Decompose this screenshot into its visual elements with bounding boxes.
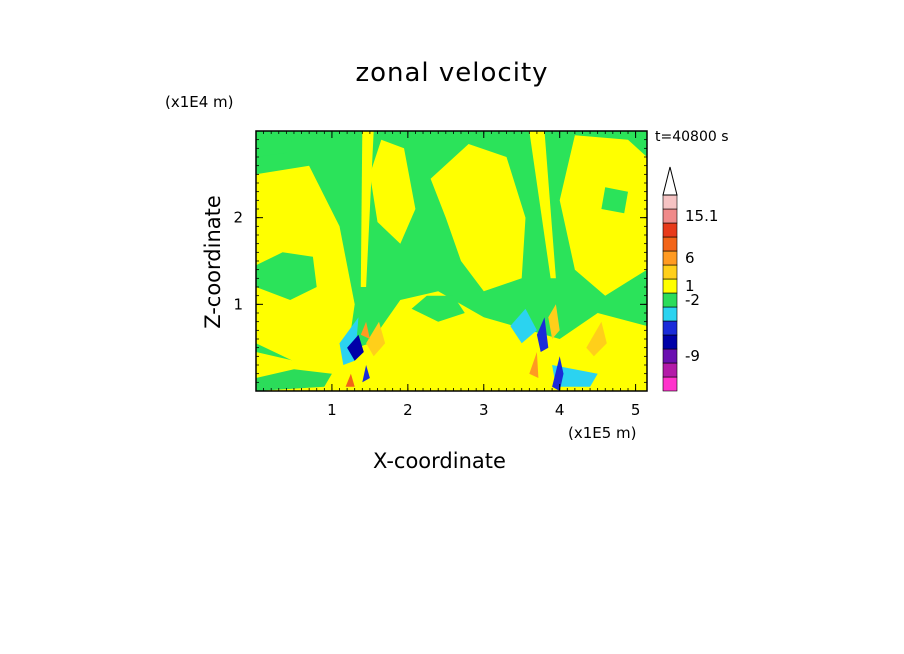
colorbar-tick-label: -2 xyxy=(685,291,700,309)
contour-region xyxy=(366,321,386,357)
colorbar-swatch xyxy=(662,194,678,210)
colorbar-swatch xyxy=(662,306,678,322)
contour-region xyxy=(510,308,537,344)
contour-region xyxy=(369,139,416,244)
axes: 1 2 3 4 5 1 2 xyxy=(233,131,647,419)
contour-region xyxy=(347,334,364,361)
x-axis-unit: (x1E5 m) xyxy=(568,424,637,442)
y-axis-unit: (x1E4 m) xyxy=(165,93,234,111)
colorbar-swatch xyxy=(662,208,678,224)
contour-region xyxy=(552,365,598,387)
contour-region xyxy=(345,373,355,387)
y-tick-label: 2 xyxy=(233,209,243,227)
contour-region xyxy=(536,317,549,352)
contour-region xyxy=(552,356,564,391)
contour-region xyxy=(411,295,465,322)
contour-region xyxy=(430,144,526,292)
colorbar-tick-label: 6 xyxy=(685,249,695,267)
chart-title: zonal velocity xyxy=(355,58,549,88)
colorbar-swatch xyxy=(662,236,678,252)
x-axis-label: X-coordinate xyxy=(373,449,506,473)
contour-region xyxy=(256,291,647,391)
contour-region xyxy=(548,304,560,339)
colorbar-swatch xyxy=(662,264,678,280)
colorbar-tick-label: -9 xyxy=(685,347,700,365)
colorbar-swatch xyxy=(662,292,678,308)
colorbar-swatch xyxy=(662,320,678,336)
x-tick-label: 3 xyxy=(479,401,489,419)
colorbar-swatch xyxy=(662,250,678,266)
colorbar-swatch xyxy=(662,362,678,378)
y-tick-label: 1 xyxy=(233,295,243,313)
contour-region xyxy=(586,321,607,357)
colorbar-swatch xyxy=(662,222,678,238)
colorbar-swatch xyxy=(662,376,678,392)
contour-field xyxy=(256,131,647,391)
contour-region xyxy=(256,131,294,157)
colorbar-swatch xyxy=(662,334,678,350)
contour-region xyxy=(529,352,539,378)
colorbar-swatch xyxy=(662,348,678,364)
colorbar-tick-label: 1 xyxy=(685,277,695,295)
contour-region xyxy=(601,187,628,214)
x-tick-label: 5 xyxy=(631,401,641,419)
contour-region xyxy=(256,252,317,300)
contour-region xyxy=(559,135,647,296)
x-tick-label: 2 xyxy=(403,401,413,419)
colorbar-arrow xyxy=(662,166,678,196)
colorbar-swatch xyxy=(662,278,678,294)
contour-region xyxy=(362,365,370,383)
contour-region xyxy=(360,321,370,339)
x-tick-label: 1 xyxy=(327,401,337,419)
colorbar-tick-label: 15.1 xyxy=(685,207,718,225)
contour-region xyxy=(256,369,332,391)
contour-region xyxy=(529,131,556,279)
contour-region xyxy=(360,131,374,287)
time-label: t=40800 s xyxy=(655,129,729,145)
x-tick-label: 4 xyxy=(555,401,565,419)
colorbar: 15.1 6 1-2 -9 xyxy=(662,166,718,392)
